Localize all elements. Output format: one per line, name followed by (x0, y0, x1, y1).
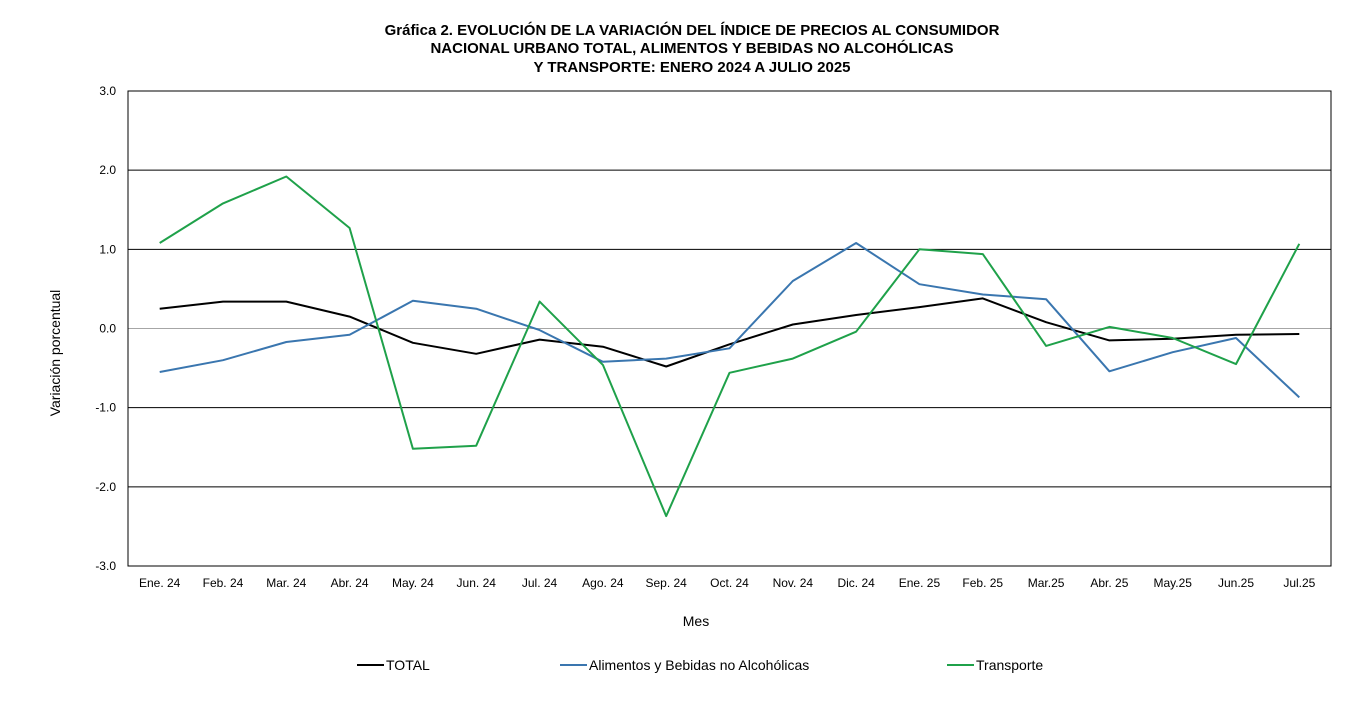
series-line-total (159, 297, 1300, 368)
series-line-alimentos-y-bebidas-no-alcoholicas (159, 242, 1300, 399)
x-tick-label: Abr. 24 (331, 576, 369, 590)
x-tick-label: Mar.25 (1028, 576, 1065, 590)
y-tick-label: 2.0 (99, 163, 116, 177)
y-tick-label: -1.0 (95, 401, 116, 415)
legend-label-total: TOTAL (386, 657, 430, 673)
x-tick-label: Feb. 24 (203, 576, 244, 590)
x-tick-label: Dic. 24 (837, 576, 875, 590)
chart-title: Gráfica 2. EVOLUCIÓN DE LA VARIACIÓN DEL… (385, 21, 1000, 76)
x-tick-label: Ene. 25 (899, 576, 941, 590)
title-line-1: Gráfica 2. EVOLUCIÓN DE LA VARIACIÓN DEL… (385, 21, 1000, 39)
y-axis-ticks: 3.0 2.0 1.0 0.0 -1.0 -2.0 -3.0 (95, 84, 116, 573)
title-line-3: Y TRANSPORTE: ENERO 2024 A JULIO 2025 (533, 59, 850, 76)
x-tick-label: Jul.25 (1283, 576, 1315, 590)
x-tick-label: Mar. 24 (266, 576, 306, 590)
title-line-2: NACIONAL URBANO TOTAL, ALIMENTOS Y BEBID… (430, 39, 953, 57)
x-tick-label: May.25 (1153, 576, 1192, 590)
x-axis-label: Mes (683, 613, 709, 629)
x-tick-label: Ago. 24 (582, 576, 624, 590)
plot-area-border (127, 90, 1332, 567)
x-tick-label: Abr. 25 (1090, 576, 1128, 590)
legend-item-total: TOTAL (357, 657, 430, 673)
gridlines (128, 169, 1331, 488)
x-tick-label: Ene. 24 (139, 576, 181, 590)
x-tick-label: May. 24 (392, 576, 434, 590)
x-tick-label: Jun. 24 (457, 576, 497, 590)
y-axis-label: Variación porcentual (47, 290, 63, 417)
series-line-transporte (159, 175, 1301, 518)
x-tick-label: Feb. 25 (962, 576, 1003, 590)
series-lines (159, 175, 1301, 518)
x-tick-label: Nov. 24 (773, 576, 814, 590)
y-tick-label: -3.0 (95, 559, 116, 573)
legend-label-alimentos: Alimentos y Bebidas no Alcohólicas (589, 657, 809, 673)
x-tick-label: Oct. 24 (710, 576, 749, 590)
legend-label-transporte: Transporte (976, 657, 1043, 673)
x-tick-label: Jul. 24 (522, 576, 558, 590)
legend: TOTAL Alimentos y Bebidas no Alcohólicas… (357, 657, 1043, 673)
y-tick-label: 1.0 (99, 242, 116, 256)
x-tick-label: Jun.25 (1218, 576, 1254, 590)
y-tick-label: -2.0 (95, 480, 116, 494)
legend-item-alimentos: Alimentos y Bebidas no Alcohólicas (560, 657, 809, 673)
y-tick-label: 0.0 (99, 322, 116, 336)
y-tick-label: 3.0 (99, 84, 116, 98)
x-tick-label: Sep. 24 (645, 576, 687, 590)
legend-item-transporte: Transporte (947, 657, 1043, 673)
x-axis-ticks: Ene. 24 Feb. 24 Mar. 24 Abr. 24 May. 24 Jun. … (139, 576, 1316, 590)
